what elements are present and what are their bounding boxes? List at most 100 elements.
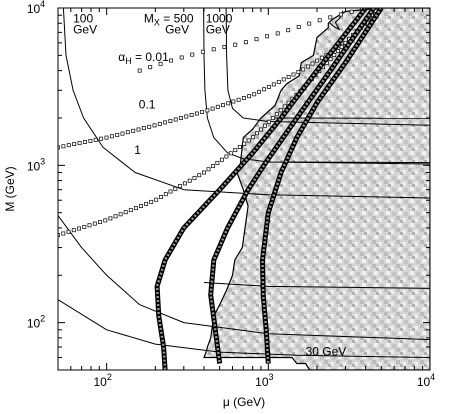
marker-square [92, 221, 97, 226]
marker-square [154, 197, 159, 202]
marker-square [109, 134, 114, 139]
marker-square [265, 34, 270, 39]
marker-square [257, 89, 262, 94]
marker-square [237, 144, 242, 149]
annotation-label: 0.1 [139, 97, 156, 111]
marker-square [211, 164, 215, 169]
marker-square [104, 135, 109, 140]
marker-square [147, 124, 152, 129]
marker-square [88, 138, 93, 143]
series-9-open-squares [137, 8, 365, 73]
marker-square [179, 116, 183, 120]
marker-square [163, 120, 168, 125]
marker-square [192, 175, 197, 180]
series-6-solid-thin [286, 161, 430, 164]
marker-square [103, 218, 108, 223]
marker-square [349, 9, 354, 14]
marker-square [231, 99, 236, 104]
marker-square [108, 216, 113, 221]
marker-square [301, 67, 306, 72]
marker-square [82, 224, 87, 229]
marker-square [233, 148, 238, 153]
marker-square [215, 160, 220, 165]
annotation-label: GeV [73, 22, 97, 36]
marker-square [255, 131, 260, 136]
marker-square [123, 210, 128, 215]
marker-square [215, 104, 220, 109]
marker-square [158, 61, 163, 66]
y-tick-label: 102 [27, 314, 45, 331]
annotation-label: GeV [206, 22, 230, 36]
marker-square [197, 173, 202, 178]
marker-square [221, 103, 225, 108]
marker-square [168, 189, 173, 194]
marker-square [266, 84, 271, 89]
marker-square [338, 12, 343, 17]
marker-square [163, 192, 168, 197]
marker-square [66, 143, 71, 148]
marker-square [211, 47, 216, 52]
marker-square [125, 130, 130, 135]
marker-square [98, 220, 102, 224]
marker-square [131, 128, 136, 133]
series-4-solid-thin [58, 299, 430, 358]
marker-square [276, 79, 281, 84]
marker-square [310, 61, 315, 66]
marker-square [194, 111, 199, 116]
marker-square [286, 28, 291, 33]
marker-square [157, 121, 162, 126]
marker-square [259, 127, 263, 132]
marker-square [200, 110, 205, 114]
annotation-label: 1 [134, 143, 141, 157]
marker-square [152, 123, 157, 128]
annotation-label: 30 GeV [306, 344, 347, 358]
marker-square [246, 138, 251, 143]
marker-square [139, 204, 143, 208]
marker-square [141, 126, 146, 131]
marker-square [219, 157, 224, 162]
marker-square [118, 212, 123, 217]
marker-square [61, 144, 66, 149]
marker-square [200, 49, 205, 54]
marker-square [247, 94, 252, 99]
marker-square [173, 117, 178, 122]
marker-square [307, 21, 312, 26]
marker-square [251, 135, 256, 140]
series-0-solid-thin [62, 8, 430, 199]
marker-square [296, 24, 301, 29]
marker-square [169, 58, 174, 63]
marker-square [242, 141, 247, 146]
series-13-thick-band-outer [208, 8, 376, 364]
marker-square [291, 72, 296, 77]
marker-square [336, 49, 340, 53]
marker-square [305, 64, 310, 69]
marker-square [317, 18, 322, 23]
series-5-solid-thin [203, 282, 430, 289]
marker-square [328, 15, 333, 20]
series-1-solid-thin [203, 8, 430, 165]
marker-square [241, 96, 246, 100]
plot-frame [57, 7, 431, 371]
marker-square [315, 58, 320, 63]
marker-square [93, 137, 98, 142]
marker-square [254, 37, 259, 42]
marker-square [87, 223, 92, 228]
marker-square [319, 55, 324, 60]
marker-square [266, 119, 271, 124]
marker-square [224, 154, 229, 159]
marker-square [61, 231, 66, 236]
marker-square [137, 68, 142, 73]
marker-square [252, 92, 257, 97]
annotation-label: 100 [73, 11, 93, 25]
y-tick-label: 104 [27, 0, 45, 16]
marker-square [144, 201, 149, 206]
annotation-label: GeV [165, 22, 189, 36]
marker-square [168, 119, 173, 123]
marker-square [77, 141, 82, 146]
marker-square [206, 167, 211, 172]
marker-square [271, 82, 276, 87]
marker-square [136, 127, 141, 132]
x-axis-label: μ (GeV) [223, 395, 265, 409]
